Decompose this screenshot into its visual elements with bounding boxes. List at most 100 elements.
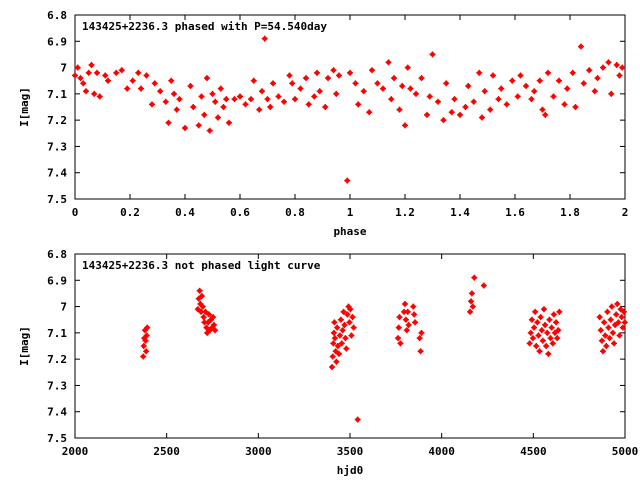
unphased-data-point [536,348,543,355]
unphased-data-point [418,329,425,336]
phased-data-point [242,101,249,108]
unphased-data-point [556,308,563,315]
unphased-data-point [554,335,561,342]
phased-data-point [336,72,342,79]
phased-data-point [528,96,535,103]
phased-data-point [102,72,109,79]
phased-data-point [374,80,381,87]
phased-x-tick-label: 0 [72,206,79,219]
phased-data-point [231,96,238,103]
phased-data-point [465,82,472,89]
unphased-data-point [405,321,412,328]
phased-data-point [517,72,524,79]
unphased-data-point [545,350,552,357]
unphased-data-point [412,319,419,326]
unphased-data-point [350,324,357,331]
phased-data-point [223,96,230,103]
phased-data-point [399,82,406,89]
phased-data-point [542,111,549,118]
unphased-data-point [616,332,623,339]
unphased-data-point [397,340,404,347]
phased-data-point [366,109,373,116]
unphased-data-point [329,353,336,360]
phased-x-tick-label: 1.4 [450,206,470,219]
unphased-data-point [608,303,615,310]
unphased-data-point [333,358,340,365]
unphased-data-point [537,314,544,321]
phased-data-point [435,98,441,105]
unphased-data-point [402,316,409,323]
phased-data-point [591,88,598,95]
phased-data-point [297,85,304,92]
unphased-x-tick-label: 2000 [62,445,89,458]
phased-data-point [325,75,331,82]
unphased-data-point [417,348,424,355]
unphased-y-tick-label: 7.3 [47,379,67,392]
unphased-data-point [212,327,219,334]
phased-data-point [316,88,323,95]
phased-data-point [204,75,210,82]
phased-data-point [487,106,494,113]
unphased-data-point [611,340,617,347]
phased-x-tick-label: 1.6 [505,206,525,219]
unphased-data-point [142,337,149,344]
phased-data-point [536,77,543,84]
phased-data-point [237,93,243,100]
unphased-data-point [535,332,542,339]
unphased-data-point [349,314,356,321]
unphased-data-point [210,314,217,321]
unphased-chart-title: 143425+2236.3 not phased light curve [82,259,321,272]
phased-data-point [187,82,194,89]
unphased-data-point [550,311,557,318]
phased-data-point [311,93,318,100]
phased-data-point [83,88,89,95]
phased-data-point [402,122,408,129]
phased-data-point [267,104,274,110]
unphased-data-point [617,306,624,313]
phased-data-point [256,106,263,113]
phased-data-points [72,35,626,184]
unphased-data-point [410,303,417,310]
phased-data-point [564,85,571,92]
unphased-data-point [468,298,474,305]
phased-data-point [217,85,224,92]
unphased-data-point [526,340,533,347]
unphased-data-point [480,282,487,289]
phased-x-tick-label: 0.4 [175,206,195,219]
phased-data-point [157,88,164,95]
phased-data-point [220,104,227,110]
unphased-data-point [194,306,201,313]
phased-data-point [470,98,477,105]
phased-data-point [476,69,483,76]
phased-x-tick-label: 1 [347,206,354,219]
phased-data-point [578,43,584,50]
phased-data-point [215,114,221,121]
phased-data-point [162,98,169,105]
phased-data-point [149,101,155,108]
phased-data-point [539,106,546,113]
phased-data-point [352,80,359,87]
phased-data-point [429,51,436,58]
unphased-data-point [401,308,408,315]
phased-data-point [72,72,78,79]
unphased-y-tick-label: 7.5 [47,432,67,445]
phased-x-tick-label: 1.2 [395,206,415,219]
unphased-data-point [542,321,549,328]
phased-data-point [572,104,579,110]
phased-data-point [209,90,216,97]
phased-data-point [404,64,411,71]
phased-data-point [347,69,353,76]
phased-data-point [270,80,276,87]
phased-data-point [448,109,455,116]
unphased-data-point [140,343,147,349]
unphased-data-point [609,329,616,336]
phased-data-point [91,90,98,97]
phased-data-point [407,85,414,92]
phased-data-point [514,93,521,100]
phased-y-tick-label: 6.8 [47,9,67,22]
phased-data-point [523,82,529,89]
phased-data-point [85,69,92,76]
phased-data-point [418,75,425,82]
phased-data-point [105,77,111,84]
